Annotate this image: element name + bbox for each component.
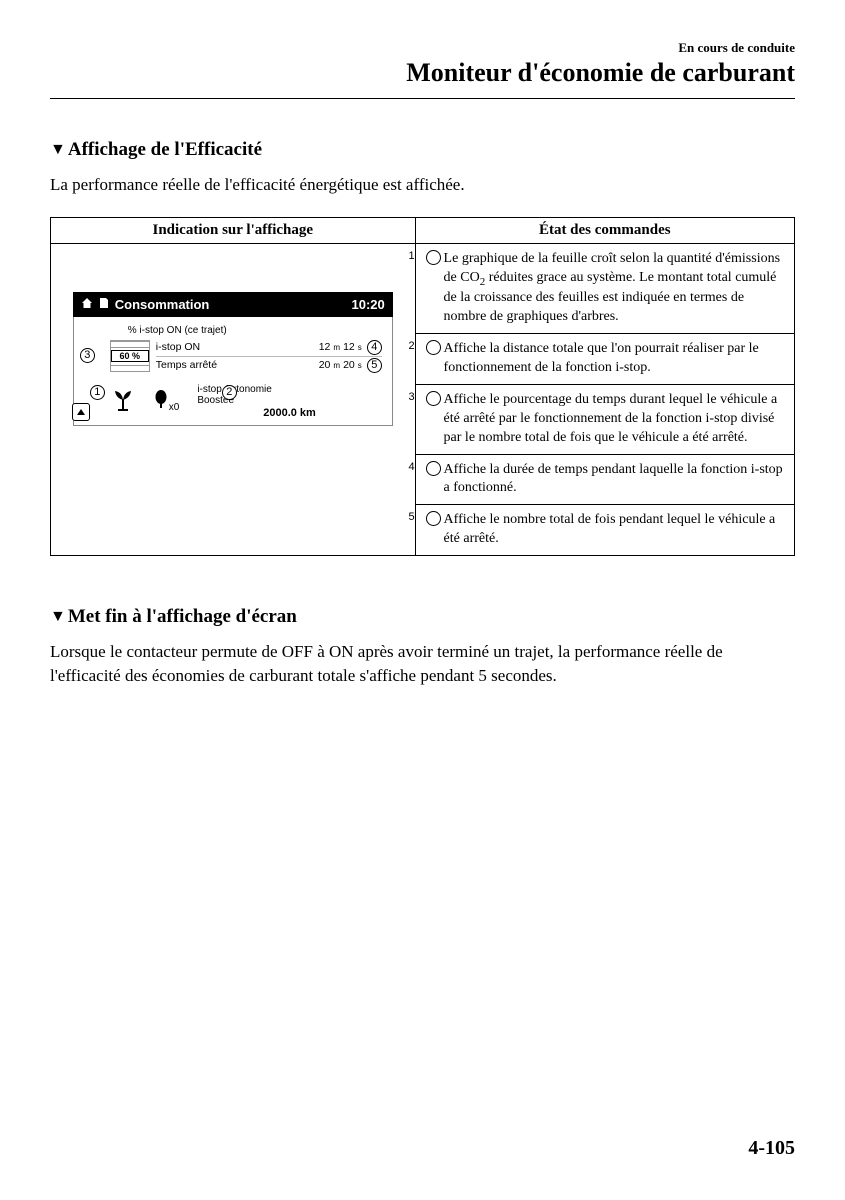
- home-icon: [81, 297, 93, 312]
- gauge-readouts: i-stop ON 12m12s 4 Temps arrêté: [156, 339, 382, 374]
- desc-text: Affiche le nombre total de fois pendant …: [444, 512, 776, 546]
- page-number: 4-105: [748, 1137, 795, 1160]
- callout-2: 2: [222, 382, 237, 400]
- readout-label: i-stop ON: [156, 341, 200, 353]
- section-heading-text: Met fin à l'affichage d'écran: [68, 606, 297, 628]
- header-divider: [50, 98, 795, 99]
- tree-counter: x0: [154, 390, 180, 413]
- readout-value: 12m12s 4: [319, 340, 382, 355]
- page-header: En cours de conduite Moniteur d'économie…: [50, 40, 795, 88]
- display-cell: Consommation 10:20 % i-stop ON (ce traje…: [51, 243, 416, 555]
- readout-value: 20m20s 5: [319, 358, 382, 373]
- tree-icon: [154, 390, 168, 413]
- display-title: Consommation: [115, 297, 352, 312]
- section-heading-efficiency: ▼ Affichage de l'Efficacité: [50, 139, 795, 161]
- up-arrow-button: [72, 403, 90, 421]
- desc-text: Le graphique de la feuille croît selon l…: [444, 251, 780, 324]
- breadcrumb: En cours de conduite: [50, 40, 795, 56]
- gauge-value: 60 %: [111, 350, 149, 362]
- gauge-row: 3 60 % i-stop ON 12m12s 4: [84, 339, 382, 374]
- percent-gauge: 60 %: [110, 340, 150, 372]
- desc-text: Affiche la distance totale que l'on pour…: [444, 341, 759, 375]
- col-header-commands: État des commandes: [415, 217, 794, 243]
- tree-count: x0: [169, 402, 180, 413]
- col-header-display: Indication sur l'affichage: [51, 217, 416, 243]
- section-intro: La performance réelle de l'efficacité én…: [50, 173, 795, 197]
- description-row-1: 1Le graphique de la feuille croît selon …: [415, 243, 794, 333]
- section2-body: Lorsque le contacteur permute de OFF à O…: [50, 640, 795, 688]
- display-titlebar: Consommation 10:20: [73, 292, 393, 317]
- display-clock: 10:20: [352, 297, 385, 312]
- triangle-icon: ▼: [50, 141, 66, 159]
- description-row-5: 5Affiche le nombre total de fois pendant…: [415, 505, 794, 556]
- readout-label: Temps arrêté: [156, 359, 217, 371]
- callout-5: 5: [367, 358, 382, 373]
- description-row-4: 4Affiche la durée de temps pendant laque…: [415, 454, 794, 505]
- readout-stopped-time: Temps arrêté 20m20s 5: [156, 357, 382, 374]
- page-icon: [99, 297, 109, 312]
- callout-4: 4: [367, 340, 382, 355]
- triangle-icon: ▼: [50, 608, 66, 626]
- page-title: Moniteur d'économie de carburant: [50, 58, 795, 88]
- indication-table: Indication sur l'affichage État des comm…: [50, 217, 795, 556]
- sprout-icon: [110, 386, 136, 416]
- eco-icons-row: 1: [84, 384, 382, 419]
- callout-3: 3: [80, 345, 95, 363]
- desc-text: Affiche le pourcentage du temps durant l…: [444, 392, 778, 445]
- desc-text: Affiche la durée de temps pendant laquel…: [444, 462, 783, 496]
- section-heading-end-display: ▼ Met fin à l'affichage d'écran: [50, 606, 795, 628]
- istop-trip-label: % i-stop ON (ce trajet): [128, 325, 382, 336]
- infotainment-display-mock: Consommation 10:20 % i-stop ON (ce traje…: [73, 292, 393, 426]
- display-body: % i-stop ON (ce trajet) 3 60 %: [73, 317, 393, 426]
- callout-1: 1: [90, 382, 105, 400]
- section-heading-text: Affichage de l'Efficacité: [68, 139, 262, 161]
- description-row-3: 3Affiche le pourcentage du temps durant …: [415, 384, 794, 454]
- readout-istop-on: i-stop ON 12m12s 4: [156, 339, 382, 357]
- description-row-2: 2Affiche la distance totale que l'on pou…: [415, 334, 794, 385]
- boost-km-value: 2000.0 km: [197, 407, 381, 419]
